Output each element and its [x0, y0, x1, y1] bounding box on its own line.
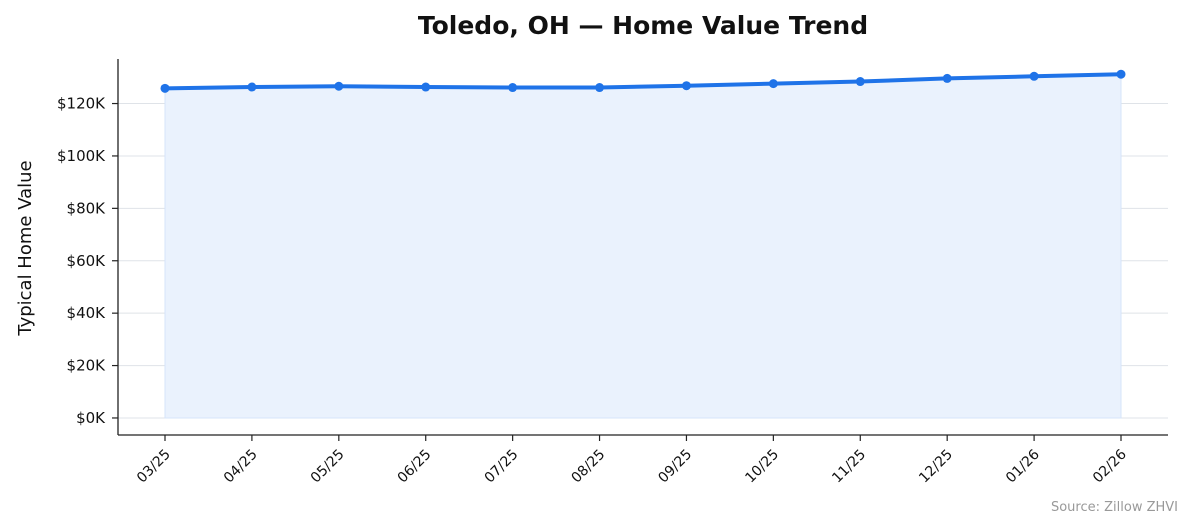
area-fill-layer	[164, 73, 1122, 419]
data-point	[1029, 71, 1039, 81]
series-line	[163, 72, 1123, 91]
axes	[117, 59, 1168, 436]
data-point	[681, 81, 691, 91]
data-point	[247, 82, 257, 92]
x-tick-label: 08/25	[569, 447, 609, 487]
x-tick-label: 01/26	[1003, 446, 1043, 486]
y-tick-label: $60K	[67, 252, 107, 270]
y-tick-label: $100K	[57, 147, 106, 165]
x-tick-label: 06/25	[395, 447, 435, 487]
x-tick-label: 09/25	[655, 447, 695, 487]
y-tick-label: $0K	[76, 409, 106, 427]
y-tick-label: $20K	[67, 357, 107, 375]
data-points	[160, 69, 1126, 93]
x-tick-label: 07/25	[482, 447, 522, 487]
x-tick-label: 05/25	[308, 447, 348, 487]
y-tick-label: $120K	[57, 95, 106, 113]
data-point	[160, 83, 170, 93]
x-axis-ticks: 03/25 04/25 05/25 06/25 07/25 08/25 09/25 10/25…	[134, 435, 1130, 486]
y-tick-label: $40K	[67, 304, 107, 322]
x-tick-label: 12/25	[916, 447, 956, 487]
chart-title: Toledo, OH — Home Value Trend	[418, 11, 868, 40]
data-point	[855, 77, 865, 87]
x-tick-label: 10/25	[742, 447, 782, 487]
data-point	[768, 79, 778, 89]
y-tick-label: $80K	[67, 199, 107, 217]
x-tick-label: 03/25	[134, 447, 174, 487]
data-point	[595, 83, 605, 93]
x-tick-label: 04/25	[221, 447, 261, 487]
data-point	[334, 81, 344, 91]
data-point	[508, 83, 518, 93]
x-tick-label: 02/26	[1090, 446, 1130, 486]
area-fill	[164, 73, 1122, 419]
y-axis-label: Typical Home Value	[15, 160, 36, 336]
data-point	[1116, 69, 1126, 79]
data-point	[942, 73, 952, 83]
data-point	[421, 82, 431, 92]
x-tick-label: 11/25	[829, 447, 869, 487]
y-axis-ticks: $0K $20K $40K $60K $80K $100K $120K	[57, 95, 118, 427]
series-line-layer	[163, 72, 1123, 91]
source-note: Source: Zillow ZHVI	[1051, 500, 1178, 515]
